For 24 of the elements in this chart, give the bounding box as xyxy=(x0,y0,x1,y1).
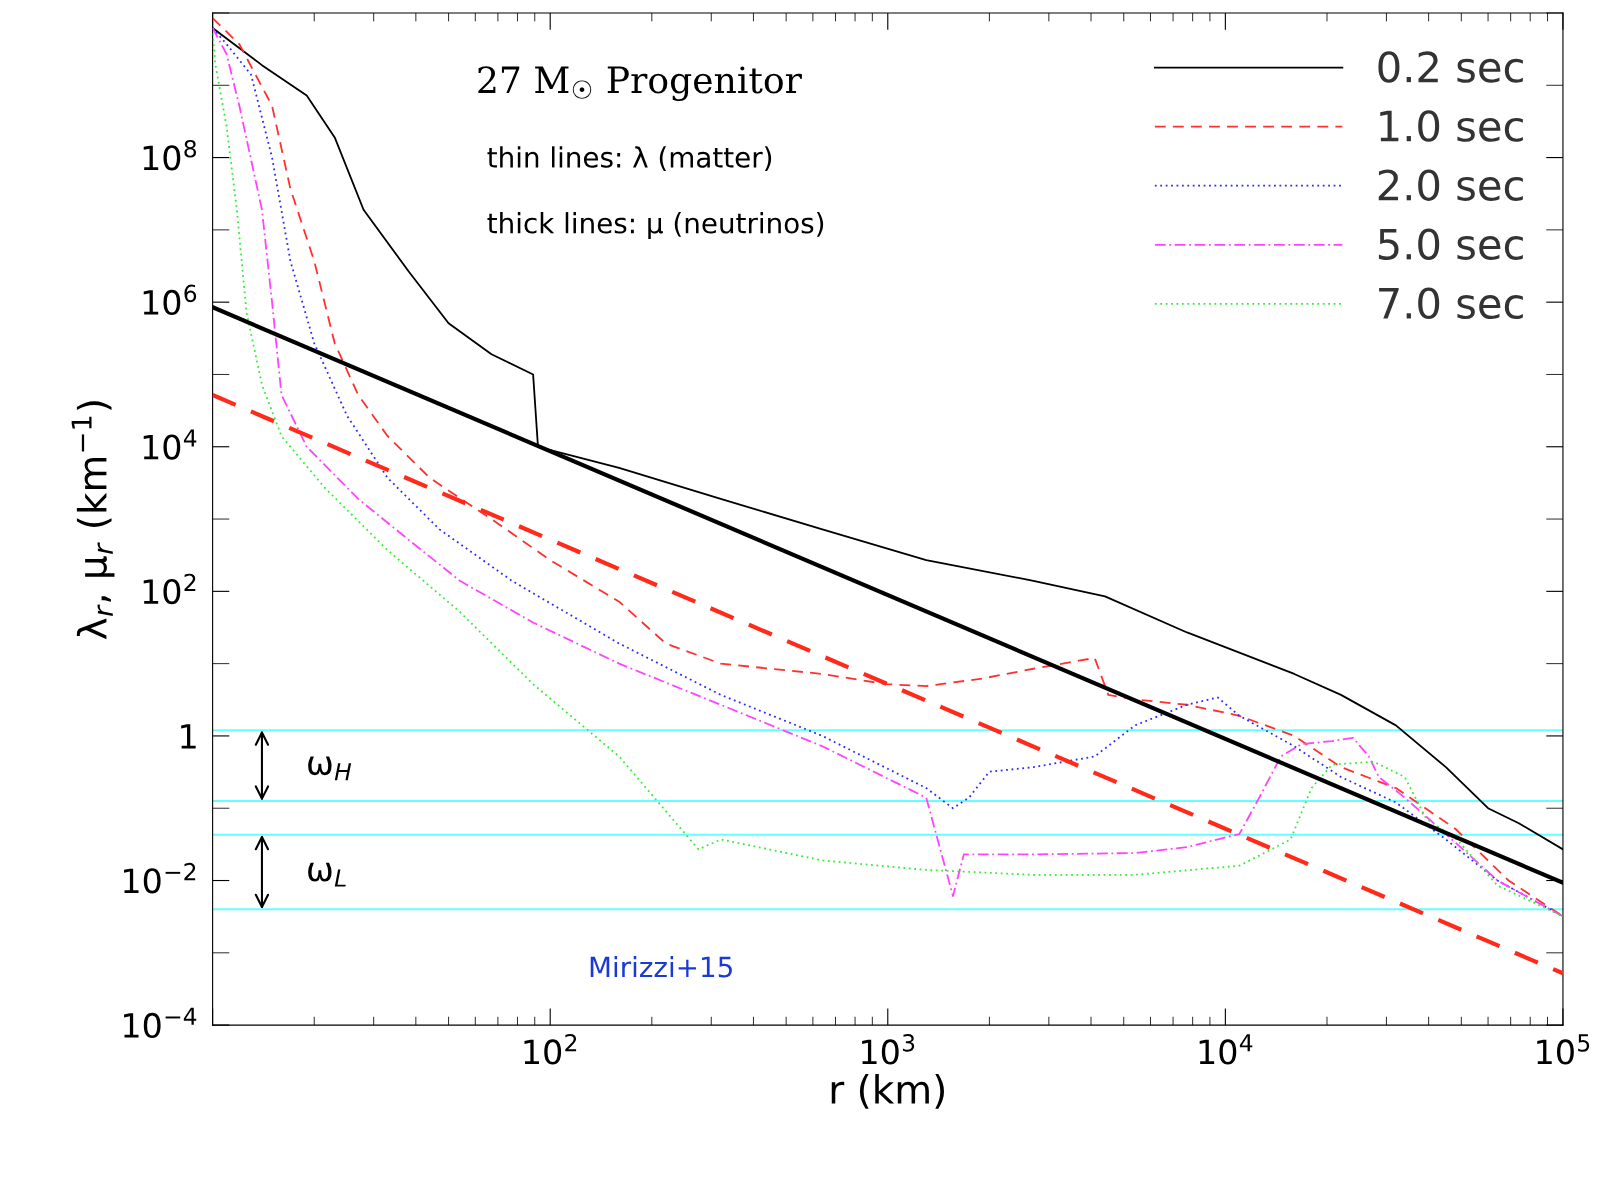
annotation: Mirizzi+15 xyxy=(590,956,732,978)
x-tick-label: 10$^{3}$ xyxy=(862,1033,915,1065)
y-tick-label: 10$^{8}$ xyxy=(143,139,197,171)
annotation: thick lines: μ (neutrinos) xyxy=(487,212,824,239)
y-tick-label: 10$^{−4}$ xyxy=(124,1007,197,1039)
y-tick-label: 10$^{−2}$ xyxy=(124,862,196,894)
x-axis-title: r (km) xyxy=(831,1074,944,1109)
legend-label: 2.0 sec xyxy=(1378,169,1523,201)
y-tick-label: 10$^{2}$ xyxy=(143,573,196,605)
legend-label: 0.2 sec xyxy=(1378,51,1523,83)
annotation: ω$_{L}$ xyxy=(308,862,346,887)
x-tick-label: 10$^{4}$ xyxy=(1199,1034,1253,1065)
legend-label: 1.0 sec xyxy=(1380,110,1523,142)
x-tick-label: 10$^{5}$ xyxy=(1537,1034,1590,1065)
annotation: thin lines: λ (matter) xyxy=(487,146,772,172)
legend-label: 7.0 sec xyxy=(1379,287,1523,320)
annotation: ω$_{H}$ xyxy=(308,756,352,781)
y-tick-label: 1 xyxy=(181,724,196,749)
legend-label: 5.0 sec xyxy=(1378,228,1523,260)
y-tick-label: 10$^{4}$ xyxy=(143,429,197,460)
y-tick-label: 10$^{6}$ xyxy=(143,284,197,316)
y-axis-title: λ$_{r}$, μ$_{r}$ (km$^{−1}$) xyxy=(71,401,115,640)
annotation: 27 M$_{☉}$ Progenitor xyxy=(478,66,802,101)
x-tick-label: 10$^{2}$ xyxy=(524,1033,577,1065)
